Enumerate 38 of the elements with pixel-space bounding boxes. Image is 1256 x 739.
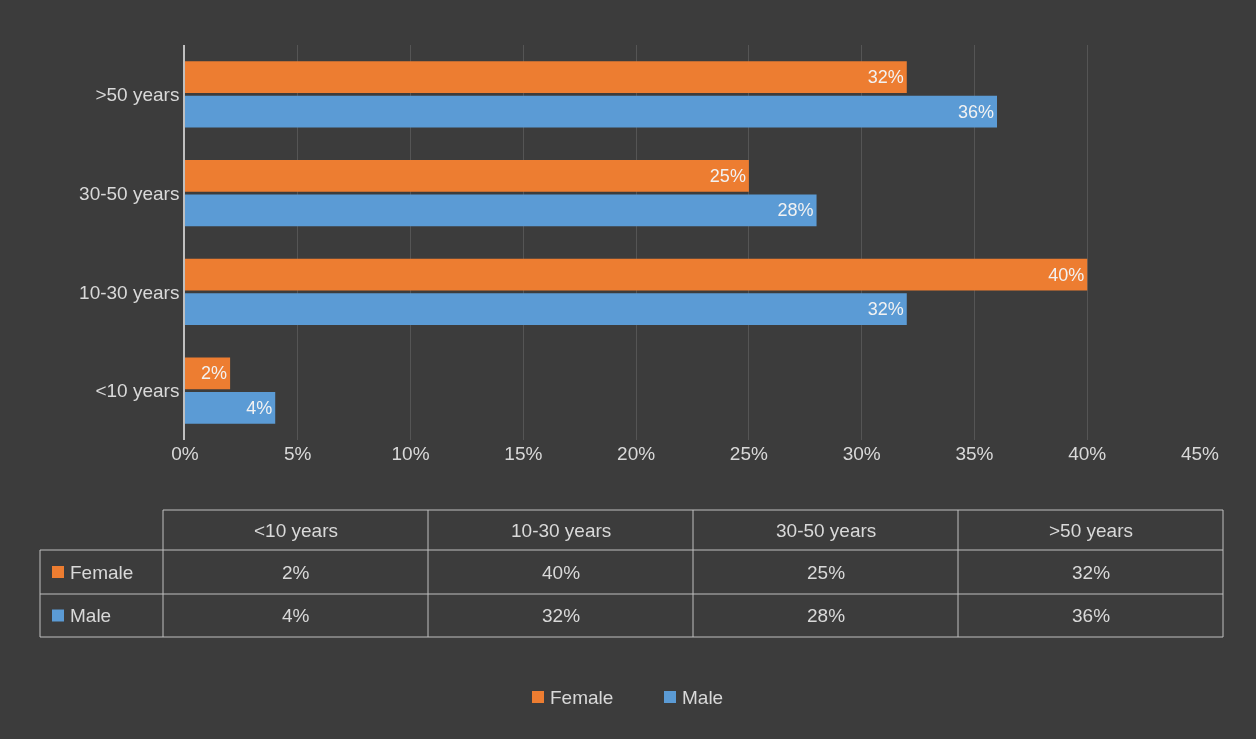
data-label: 36% bbox=[957, 101, 994, 122]
y-tick-label: 10-30 years bbox=[79, 281, 180, 303]
y-tick-label: <10 years bbox=[95, 380, 180, 402]
text: 4% bbox=[282, 605, 310, 626]
y-tick-label: 30-50 years bbox=[79, 182, 180, 204]
x-tick-label: 45% bbox=[1180, 443, 1220, 464]
category-label: 30-50 years bbox=[776, 520, 877, 541]
x-tick-label: 25% bbox=[729, 443, 769, 464]
text: 40% bbox=[542, 562, 581, 583]
text: 32% bbox=[542, 605, 581, 626]
text: 32% bbox=[1072, 562, 1111, 583]
x-tick-label: 10% bbox=[391, 443, 430, 464]
data-label: 28% bbox=[777, 200, 814, 221]
y-tick-label: >50 years bbox=[95, 84, 180, 106]
text: Female bbox=[550, 687, 614, 708]
text: 2% bbox=[282, 562, 310, 583]
x-tick-label: 0% bbox=[171, 443, 199, 464]
category-label: 10-30 years bbox=[511, 520, 612, 541]
data-label: 2% bbox=[201, 363, 228, 384]
x-tick-label: 30% bbox=[842, 443, 881, 464]
text: 25% bbox=[807, 562, 846, 583]
data-label: 4% bbox=[246, 397, 273, 418]
data-label: 40% bbox=[1048, 264, 1085, 285]
data-label: 32% bbox=[867, 299, 904, 320]
x-tick-label: 40% bbox=[1068, 443, 1107, 464]
text: 36% bbox=[1072, 605, 1111, 626]
data-label: 25% bbox=[709, 165, 746, 186]
legend-label: Male bbox=[70, 605, 112, 626]
data-label: 32% bbox=[867, 67, 904, 88]
legend-label: Female bbox=[70, 562, 134, 583]
x-tick-label: 20% bbox=[617, 443, 656, 464]
x-tick-label: 5% bbox=[284, 443, 312, 464]
category-label: <10 years bbox=[254, 520, 338, 541]
x-tick-label: 35% bbox=[955, 443, 994, 464]
text: Male bbox=[682, 687, 724, 708]
text: 28% bbox=[807, 605, 846, 626]
x-tick-label: 15% bbox=[504, 443, 543, 464]
category-label: >50 years bbox=[1049, 520, 1133, 541]
